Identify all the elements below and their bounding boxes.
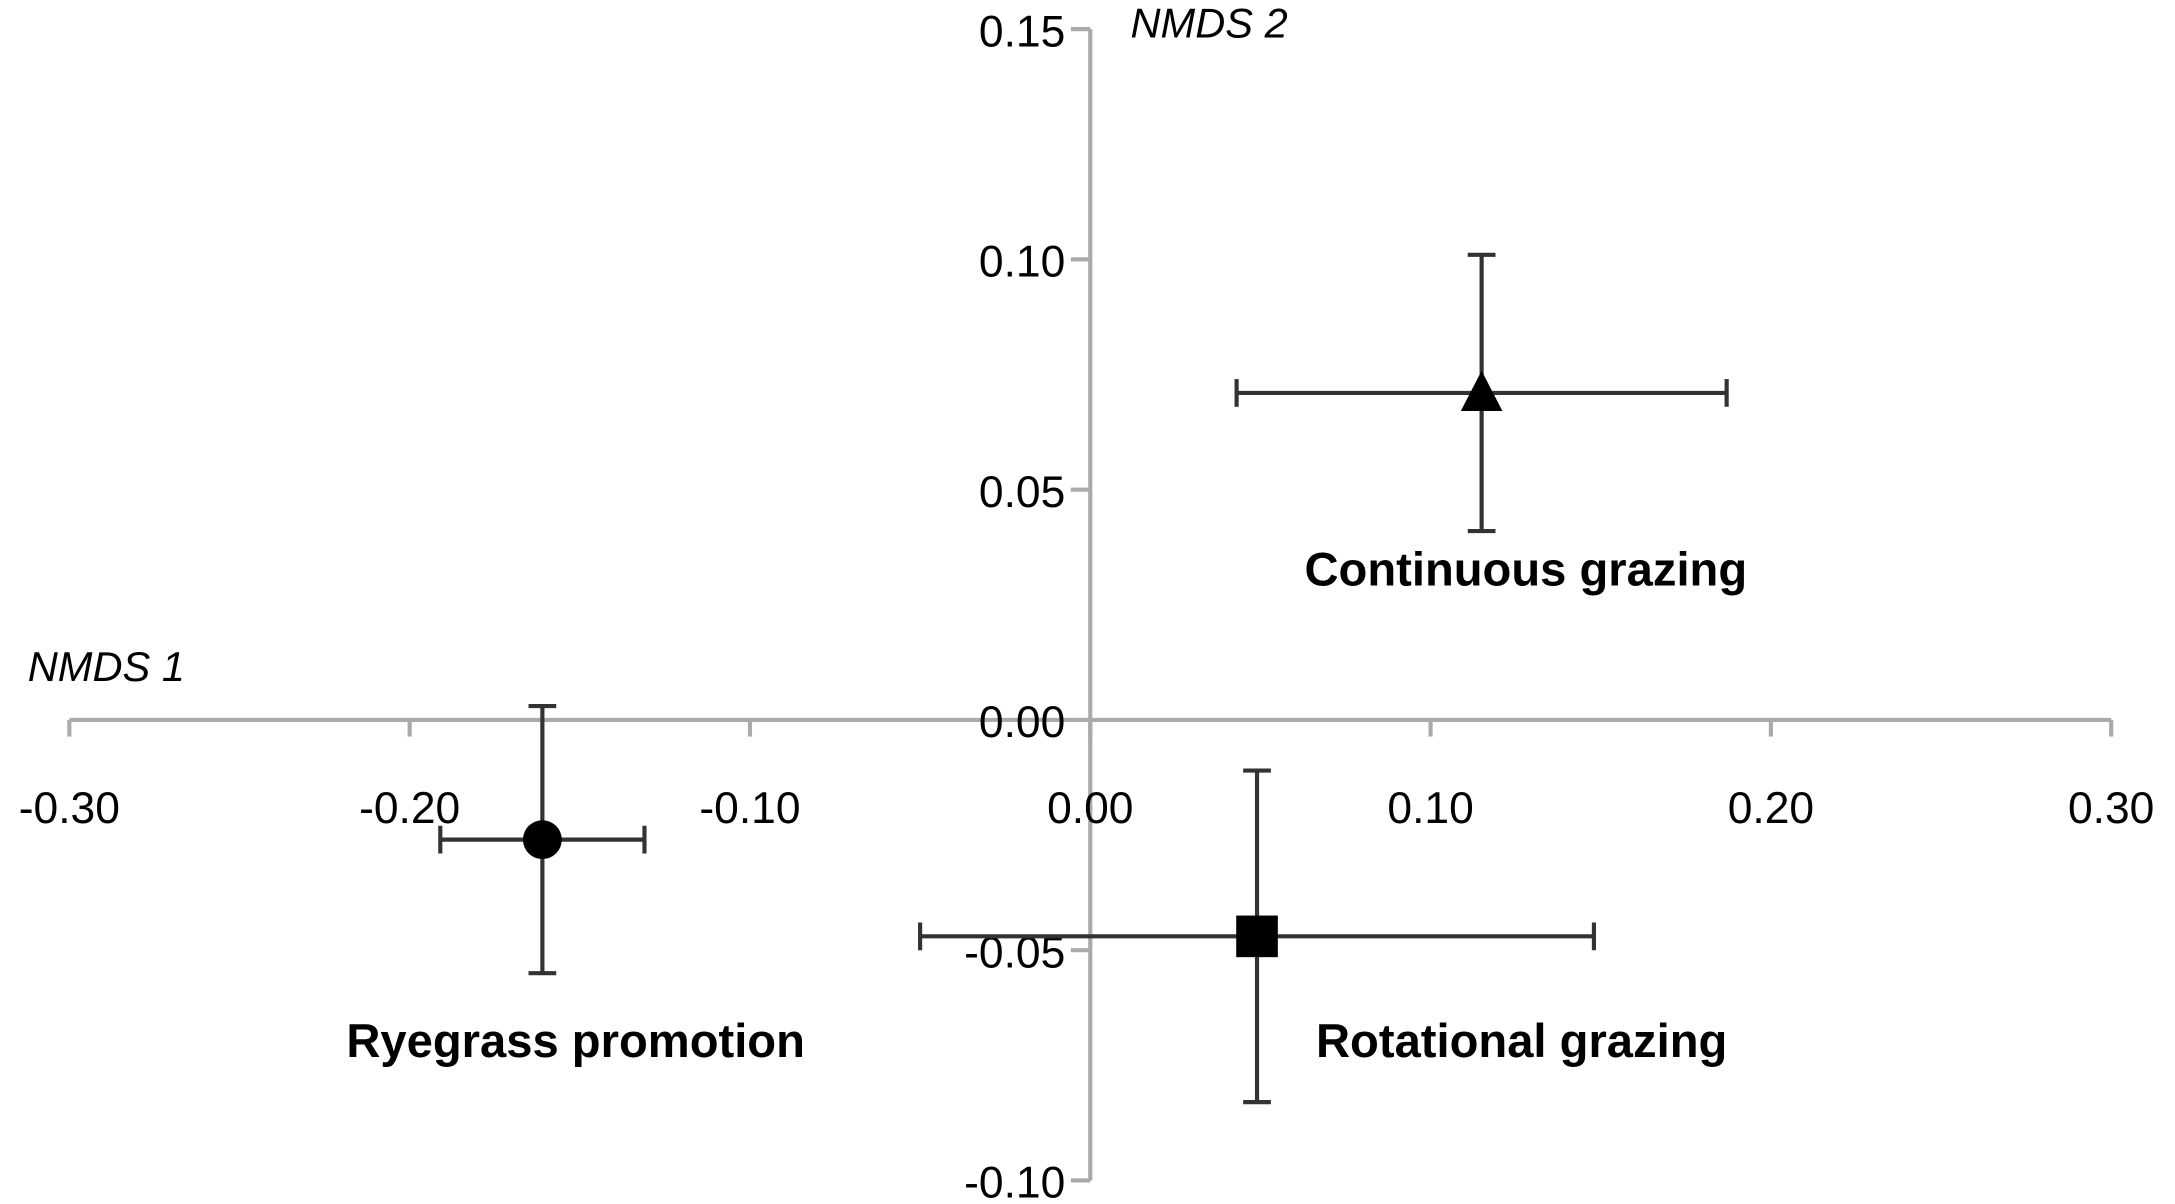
point-square xyxy=(1236,915,1278,958)
y-tick-label: -0.10 xyxy=(964,1159,1065,1204)
x-tick-label: -0.20 xyxy=(359,784,460,833)
point-triangle xyxy=(1460,370,1503,411)
x-tick-label: 0.30 xyxy=(2068,784,2154,833)
x-tick-label: 0.20 xyxy=(1728,784,1814,833)
x-axis-title: NMDS 1 xyxy=(28,643,185,690)
x-tick-label: 0.10 xyxy=(1387,784,1473,833)
y-axis-title: NMDS 2 xyxy=(1131,0,1288,46)
point-label: Continuous grazing xyxy=(1304,542,1747,595)
y-tick-label: 0.00 xyxy=(979,698,1065,747)
y-tick-label: 0.10 xyxy=(979,238,1065,287)
y-tick-label: 0.15 xyxy=(979,7,1065,56)
point-label: Rotational grazing xyxy=(1316,1014,1727,1067)
x-tick-label: -0.10 xyxy=(699,784,800,833)
point-label: Ryegrass promotion xyxy=(346,1014,805,1067)
y-tick-label: 0.05 xyxy=(979,468,1065,517)
point-circle xyxy=(522,820,562,860)
x-tick-label: 0.00 xyxy=(1047,784,1133,833)
x-tick-label: -0.30 xyxy=(19,784,120,833)
